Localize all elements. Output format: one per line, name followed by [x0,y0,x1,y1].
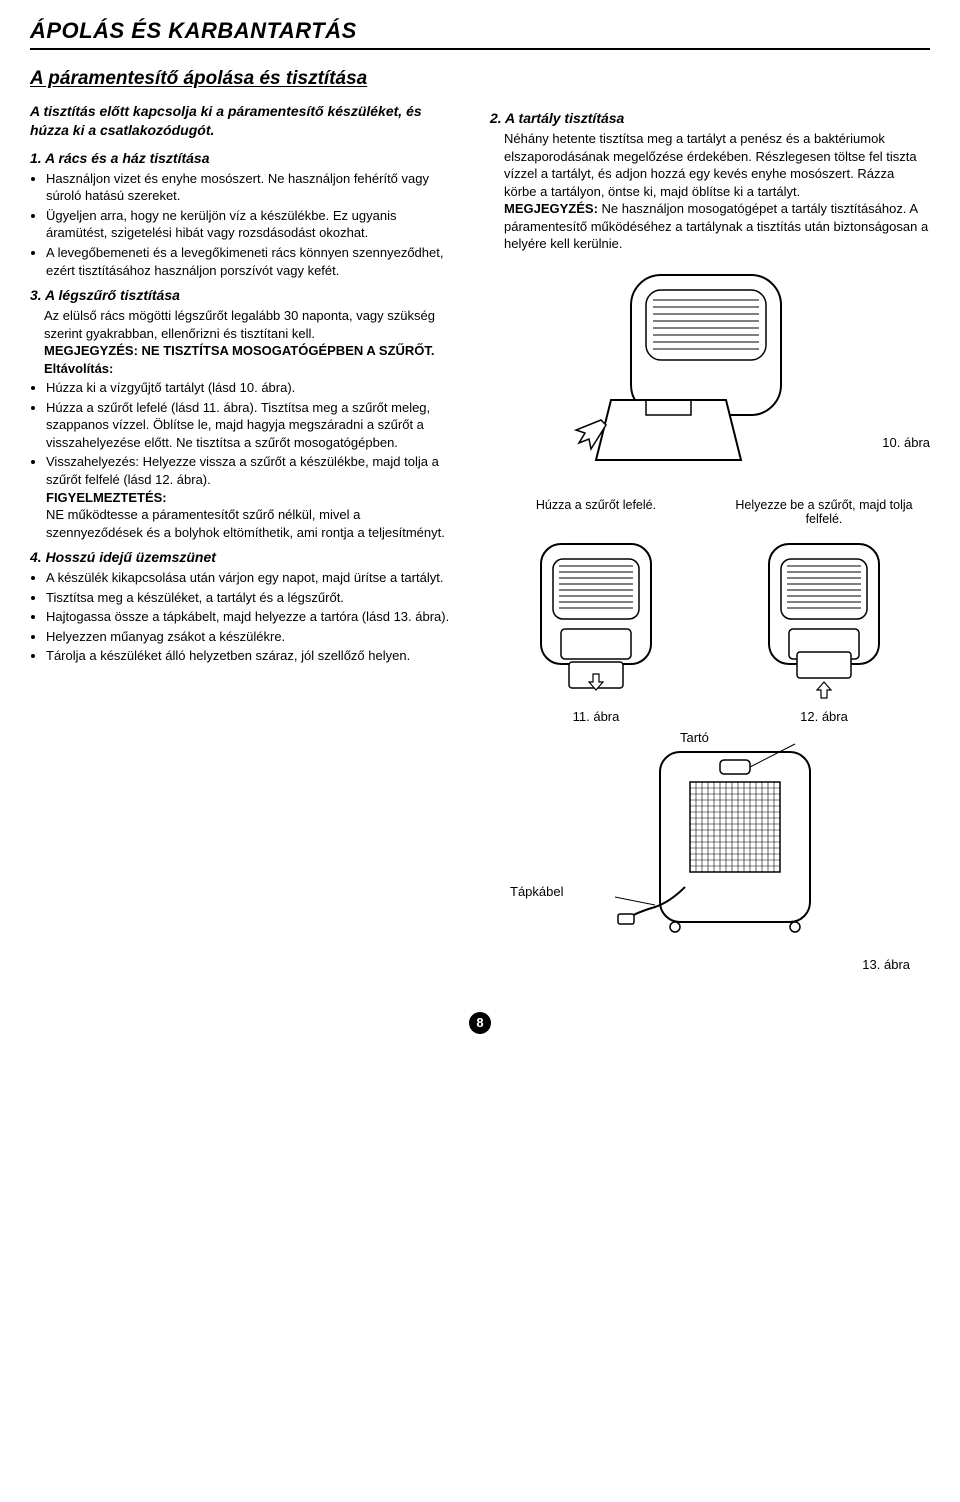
figure-11-12-labels: Húzza a szűrőt lefelé. Helyezze be a szű… [490,498,930,526]
list-item: Tisztítsa meg a készüléket, a tartályt é… [46,589,460,607]
list-item: Használjon vizet és enyhe mosószert. Ne … [46,170,460,205]
s3-warn-label: FIGYELMEZTETÉS: [46,489,460,507]
list-s4: A készülék kikapcsolása után várjon egy … [30,569,460,665]
list-item: Tárolja a készüléket álló helyzetben szá… [46,647,460,665]
figure-10-illustration [541,265,821,485]
subheading-1: 1. A rács és a ház tisztítása [30,150,460,166]
fig12-instruction: Helyezze be a szűrőt, majd tolja felfelé… [718,498,930,526]
fig11-instruction: Húzza a szűrőt lefelé. [490,498,702,526]
left-column: A tisztítás előtt kapcsolja ki a páramen… [30,102,460,972]
figure-11-illustration [511,534,681,704]
figure-11-12-row: 11. ábra [490,534,930,724]
s2-p1: Néhány hetente tisztítsa meg a tartályt … [504,130,930,200]
subheading-2: 2. A tartály tisztítása [490,110,930,126]
list-item: A készülék kikapcsolása után várjon egy … [46,569,460,587]
figure-13-area: Tartó [490,732,930,972]
section-title: A páramentesítő ápolása és tisztítása [30,68,930,90]
list-s1: Használjon vizet és enyhe mosószert. Ne … [30,170,460,279]
subheading-4: 4. Hosszú idejű üzemszünet [30,549,460,565]
figure-12-caption: 12. ábra [718,709,930,724]
s3-b3-text: Visszahelyezés: Helyezze vissza a szűrőt… [46,454,439,487]
list-item: Helyezzen műanyag zsákot a készülékre. [46,628,460,646]
title-rule [30,48,930,50]
two-column-layout: A tisztítás előtt kapcsolja ki a páramen… [30,102,930,972]
figure-10-area: 10. ábra [490,265,930,490]
main-title: ÁPOLÁS ÉS KARBANTARTÁS [30,18,930,44]
intro-text: A tisztítás előtt kapcsolja ki a páramen… [30,102,460,140]
figure-12-illustration [739,534,909,704]
list-item: Húzza a szűrőt lefelé (lásd 11. ábra). T… [46,399,460,452]
label-tapkabel: Tápkábel [510,884,563,899]
s2-note-bold: MEGJEGYZÉS: [504,201,598,216]
right-column: 2. A tartály tisztítása Néhány hetente t… [490,102,930,972]
s3-body: Az elülső rács mögötti légszűrőt legaláb… [30,307,460,377]
list-s3: Húzza ki a vízgyűjtő tartályt (lásd 10. … [30,379,460,541]
label-tarto: Tartó [680,730,709,745]
page-container: ÁPOLÁS ÉS KARBANTARTÁS A páramentesítő á… [0,0,960,1074]
list-item: Visszahelyezés: Helyezze vissza a szűrőt… [46,453,460,541]
s3-note: MEGJEGYZÉS: NE TISZTÍTSA MOSOGATÓGÉPBEN … [44,342,460,360]
s3-remove-label: Eltávolítás: [44,360,460,378]
page-number: 8 [469,1012,491,1034]
figure-10-caption: 10. ábra [882,435,930,490]
figure-13-illustration [560,732,860,952]
figure-11-area: 11. ábra [490,534,702,724]
figure-12-area: 12. ábra [718,534,930,724]
s2-body: Néhány hetente tisztítsa meg a tartályt … [490,130,930,253]
list-item: A levegőbemeneti és a levegőkimeneti rác… [46,244,460,279]
s3-warn-text: NE működtesse a páramentesítőt szűrő nél… [46,506,460,541]
subheading-3: 3. A légszűrő tisztítása [30,287,460,303]
list-item: Ügyeljen arra, hogy ne kerüljön víz a ké… [46,207,460,242]
list-item: Hajtogassa össze a tápkábelt, majd helye… [46,608,460,626]
figure-11-caption: 11. ábra [490,709,702,724]
s3-p1: Az elülső rács mögötti légszűrőt legaláb… [44,307,460,342]
figure-13-caption: 13. ábra [490,957,930,972]
list-item: Húzza ki a vízgyűjtő tartályt (lásd 10. … [46,379,460,397]
